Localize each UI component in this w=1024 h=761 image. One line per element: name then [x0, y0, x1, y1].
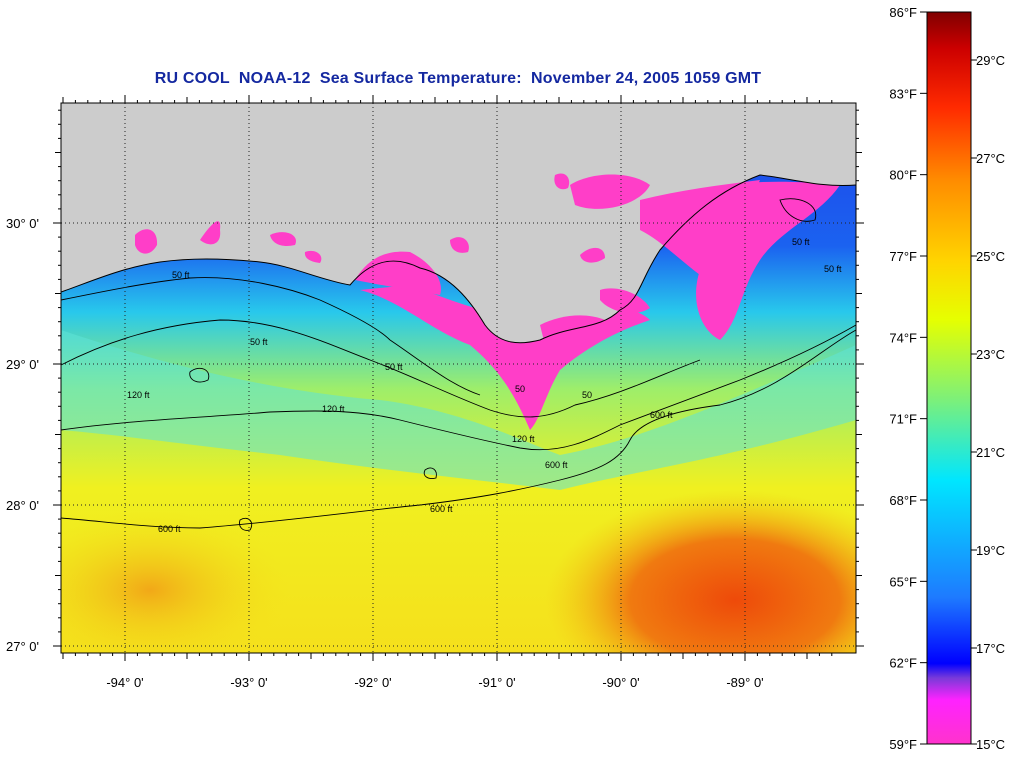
- contour-label: 50: [582, 390, 592, 400]
- lon-tick-label: -94° 0': [106, 675, 143, 690]
- contour-120ft: [61, 319, 701, 418]
- contour-600ft: [61, 329, 856, 529]
- colorbar-label-c: 29°C: [976, 53, 1005, 68]
- contour-label: 600 ft: [158, 524, 181, 534]
- lon-tick-label: -89° 0': [726, 675, 763, 690]
- marsh-pink-w2: [200, 221, 221, 245]
- contour-label: 50 ft: [792, 237, 810, 247]
- contour-labels: 50 ft 50 ft 50 ft 120 ft 120 ft 120 ft 600 ft 6…: [127, 237, 842, 534]
- chart-title: RU COOL NOAA-12 Sea Surface Temperature:…: [154, 70, 762, 87]
- contour-label: 120 ft: [322, 404, 345, 414]
- contour-small-ring-2: [189, 367, 210, 383]
- map-grid: [61, 103, 856, 653]
- colorbar-label-f: 62°F: [889, 656, 917, 671]
- contour-small-ring-4: [779, 198, 817, 222]
- contour-label: 600 ft: [650, 410, 673, 420]
- lon-tick-label: -90° 0': [602, 675, 639, 690]
- lon-tick-label: -93° 0': [230, 675, 267, 690]
- lat-tick-label: 30° 0': [6, 216, 39, 231]
- colorbar-label-f: 77°F: [889, 249, 917, 264]
- colorbar-label-f: 80°F: [889, 168, 917, 183]
- colorbar-label-f: 83°F: [889, 86, 917, 101]
- colorbar-label-f: 86°F: [889, 5, 917, 20]
- contour-120ft-outer: [61, 324, 856, 451]
- marsh-pink-w6: [450, 237, 469, 253]
- colorbar-label-c: 21°C: [976, 445, 1005, 460]
- contour-label: 50 ft: [385, 362, 403, 372]
- contour-label: 120 ft: [512, 434, 535, 444]
- colorbar-labels: 86°F 83°F 80°F 77°F 74°F 71°F 68°F 65°F 62°F 59°F…: [889, 5, 1005, 752]
- lat-tick-label: 28° 0': [6, 498, 39, 513]
- colorbar-label-f: 59°F: [889, 737, 917, 752]
- warm-water-west: [61, 510, 290, 653]
- colorbar: [926, 11, 972, 745]
- contour-label: 50 ft: [172, 270, 190, 280]
- contour-small-ring-3: [239, 517, 253, 531]
- colorbar-label-c: 27°C: [976, 151, 1005, 166]
- colorbar-label-c: 25°C: [976, 249, 1005, 264]
- contour-label: 50 ft: [824, 264, 842, 274]
- contour-label: 600 ft: [545, 460, 568, 470]
- colorbar-label-f: 71°F: [889, 412, 917, 427]
- marsh-pink-w5: [580, 247, 605, 263]
- colorbar-label-c: 15°C: [976, 737, 1005, 752]
- lat-tick-label: 27° 0': [6, 639, 39, 654]
- land: [61, 103, 856, 343]
- colorbar-label-f: 65°F: [889, 574, 917, 589]
- lon-tick-label: -91° 0': [478, 675, 515, 690]
- lake-pink: [570, 174, 650, 209]
- lake-pink-small: [554, 173, 570, 190]
- colorbar-label-c: 17°C: [976, 641, 1005, 656]
- contour-label: 50: [515, 384, 525, 394]
- colorbar-label-c: 23°C: [976, 347, 1005, 362]
- marsh-pink-w4: [304, 250, 322, 263]
- marsh-pink-mid: [355, 251, 441, 295]
- marsh-pink-w3: [270, 232, 296, 246]
- contour-label: 600 ft: [430, 504, 453, 514]
- map-plot-area: [61, 103, 856, 653]
- marsh-pink-east: [640, 180, 760, 275]
- coastline: [61, 174, 856, 344]
- warm-water-east: [545, 490, 856, 653]
- colorbar-label-f: 68°F: [889, 493, 917, 508]
- cyan-band: [61, 330, 856, 490]
- lat-tick-label: 29° 0': [6, 357, 39, 372]
- contour-small-ring: [423, 467, 437, 479]
- contour-label: 50 ft: [250, 337, 268, 347]
- colorbar-label-c: 19°C: [976, 543, 1005, 558]
- map-ticks: 30° 0' 29° 0' 28° 0' 27° 0' -94° 0' -93° 0' -9…: [6, 95, 864, 690]
- colorbar-label-f: 74°F: [889, 330, 917, 345]
- contour-label: 120 ft: [127, 390, 150, 400]
- marsh-pink-west: [135, 229, 158, 254]
- lon-tick-label: -92° 0': [354, 675, 391, 690]
- marsh-pink-small: [600, 288, 650, 314]
- marsh-pink-delta: [540, 315, 605, 345]
- map-frame: [60, 102, 857, 654]
